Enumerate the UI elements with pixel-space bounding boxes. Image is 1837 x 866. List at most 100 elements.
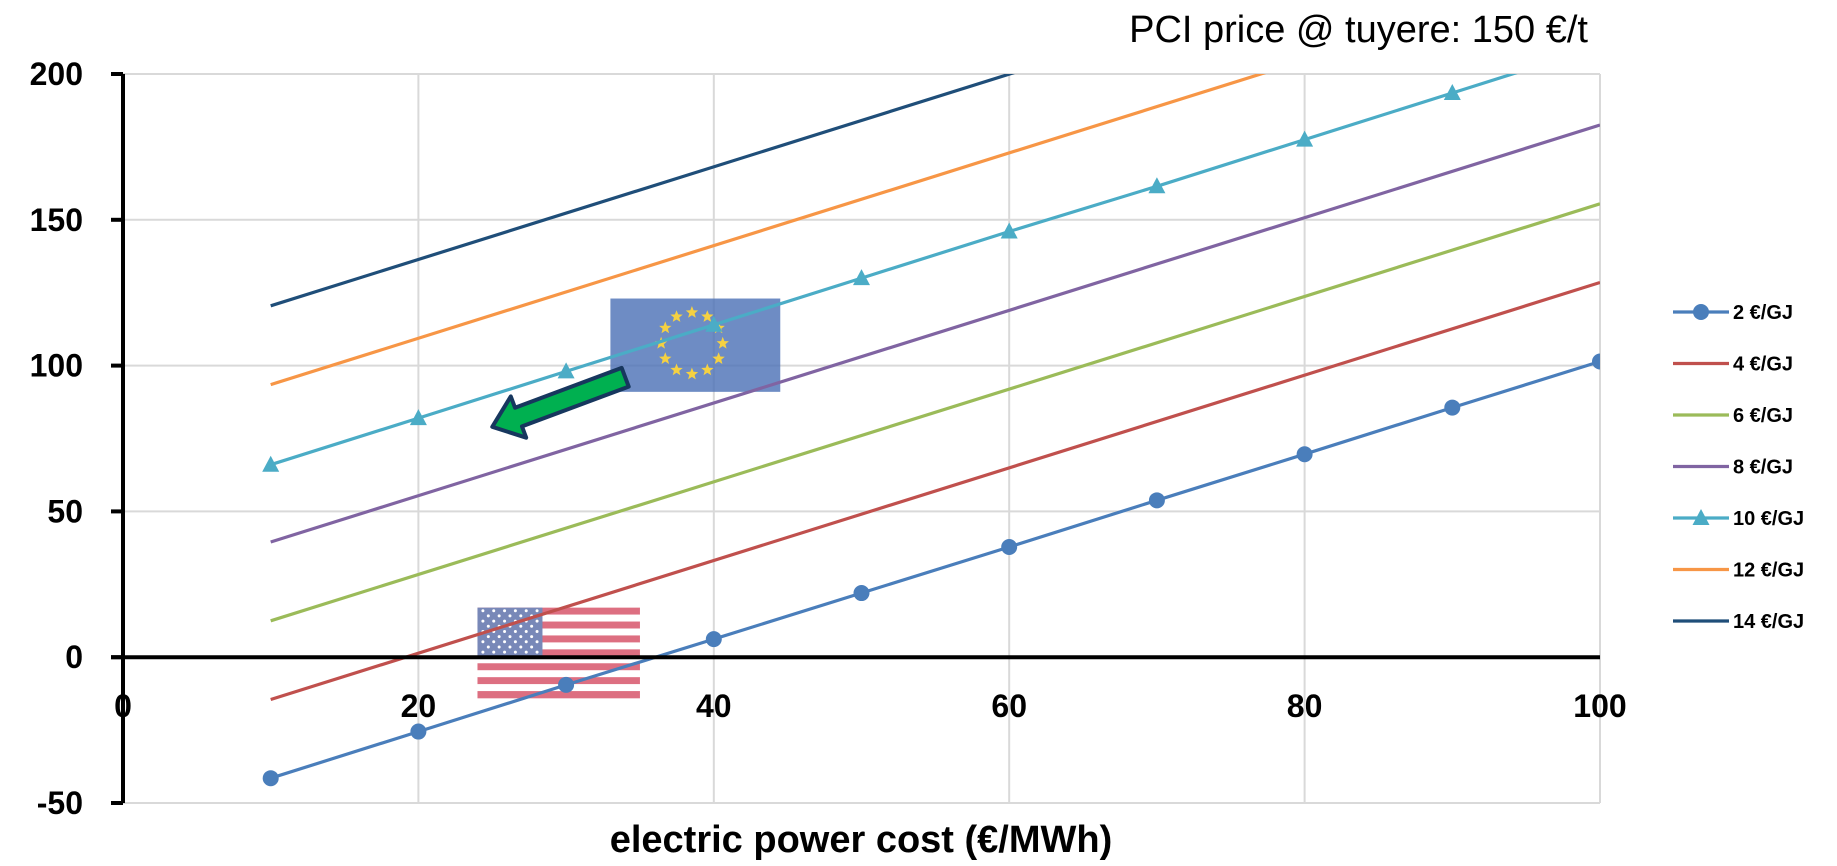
us-flag-stripe xyxy=(477,635,640,643)
green-arrow-icon xyxy=(490,365,631,440)
us-flag-star xyxy=(481,640,485,644)
series-line xyxy=(270,74,1267,387)
x-tick-label: 100 xyxy=(1573,688,1626,724)
us-flag-star xyxy=(519,635,523,639)
us-flag-star xyxy=(519,645,523,649)
legend-item: 8 €/GJ xyxy=(1673,457,1793,479)
us-flag-star xyxy=(497,614,501,618)
us-flag-star xyxy=(530,635,534,639)
us-flag-star xyxy=(486,624,490,628)
y-tick-label: 50 xyxy=(47,493,83,529)
y-tick-label: 100 xyxy=(30,348,83,384)
series-4 €/GJ xyxy=(270,280,1600,702)
us-flag-star xyxy=(486,645,490,649)
grid xyxy=(123,73,1601,804)
x-tick-label: 80 xyxy=(1287,688,1323,724)
us-flag-star xyxy=(513,609,517,613)
data-point xyxy=(1148,177,1166,194)
x-axis-label: electric power cost (€/MWh) xyxy=(610,819,1113,861)
us-flag-stripe xyxy=(477,607,640,615)
us-flag-star xyxy=(508,635,512,639)
data-point xyxy=(705,315,723,332)
data-point xyxy=(1148,492,1165,509)
us-flag-star xyxy=(513,650,517,654)
us-flag-star xyxy=(492,640,496,644)
us-flag-star xyxy=(497,645,501,649)
us-flag-stripe xyxy=(477,642,640,650)
us-flag-star xyxy=(513,640,517,644)
series-line xyxy=(270,74,1518,467)
us-flag-stripe xyxy=(477,656,640,664)
eu-flag-star xyxy=(685,306,699,318)
legend-item: 4 €/GJ xyxy=(1673,354,1793,376)
series-line xyxy=(270,74,1015,308)
us-flag-star xyxy=(481,650,485,654)
us-flag-star xyxy=(481,609,485,613)
us-flag-star xyxy=(486,614,490,618)
x-tick-label: 40 xyxy=(696,688,732,724)
us-flag-star xyxy=(503,619,507,623)
us-flag-stripe xyxy=(477,621,640,629)
data-point xyxy=(1000,222,1018,239)
us-flag-star xyxy=(497,635,501,639)
legend-label: 4 €/GJ xyxy=(1733,354,1793,376)
legend-item: 10 €/GJ xyxy=(1673,508,1804,530)
us-flag-star xyxy=(535,619,539,623)
us-flag-star xyxy=(492,609,496,613)
data-point xyxy=(1001,538,1018,555)
legend-item: 2 €/GJ xyxy=(1673,302,1793,324)
data-point xyxy=(262,455,280,472)
series-8 €/GJ xyxy=(270,123,1600,544)
us-flag-stripe xyxy=(477,628,640,636)
us-flag-star xyxy=(535,629,539,633)
us-flag-star xyxy=(530,645,534,649)
us-flag-star xyxy=(486,635,490,639)
eu-flag-star xyxy=(712,352,725,364)
eu-flag-star xyxy=(659,352,672,364)
legend-label: 12 €/GJ xyxy=(1733,560,1804,582)
tick-labels: -50 0 50 100 150 200 0 20 40 60 80 100 xyxy=(30,56,1627,821)
us-flag-stripe xyxy=(477,670,640,678)
data-point xyxy=(705,631,722,648)
legend-item: 12 €/GJ xyxy=(1673,560,1804,582)
data-point xyxy=(853,585,870,602)
series-12 €/GJ xyxy=(270,74,1267,387)
series-line xyxy=(270,280,1600,702)
us-flag-star xyxy=(481,619,485,623)
x-tick-label: 20 xyxy=(401,688,437,724)
us-flag-star xyxy=(503,629,507,633)
eu-flag-star xyxy=(670,310,683,322)
legend-label: 10 €/GJ xyxy=(1733,508,1804,530)
us-flag-star xyxy=(513,629,517,633)
series-line xyxy=(270,202,1600,623)
annotations xyxy=(477,298,781,699)
us-flag-star xyxy=(503,640,507,644)
us-flag-star xyxy=(492,619,496,623)
y-tick-label: 200 xyxy=(30,56,83,92)
us-flag-stripe xyxy=(477,691,640,699)
eu-flag-star xyxy=(685,367,699,380)
legend-item: 14 €/GJ xyxy=(1673,611,1804,633)
series-line xyxy=(270,123,1600,544)
data-point xyxy=(853,269,870,286)
data-point xyxy=(1296,446,1313,463)
eu-flag-star xyxy=(659,321,672,334)
us-flag-star xyxy=(524,650,528,654)
annotations-front xyxy=(490,365,631,440)
us-flag-stripe xyxy=(477,663,640,671)
us-flag-star xyxy=(530,624,534,628)
legend-marker xyxy=(1692,509,1710,525)
axes xyxy=(111,72,1600,805)
eu-flag-star xyxy=(701,310,714,322)
us-flag-stripe xyxy=(477,677,640,685)
us-flag-stripe xyxy=(477,614,640,622)
legend-marker xyxy=(1693,304,1709,320)
legend-item: 6 €/GJ xyxy=(1673,405,1793,427)
y-tick-label: 0 xyxy=(65,639,83,675)
data-point xyxy=(1444,399,1461,416)
legend-label: 6 €/GJ xyxy=(1733,405,1793,427)
x-tick-label: 60 xyxy=(991,688,1027,724)
data-point xyxy=(558,676,575,693)
data-point xyxy=(410,723,427,740)
